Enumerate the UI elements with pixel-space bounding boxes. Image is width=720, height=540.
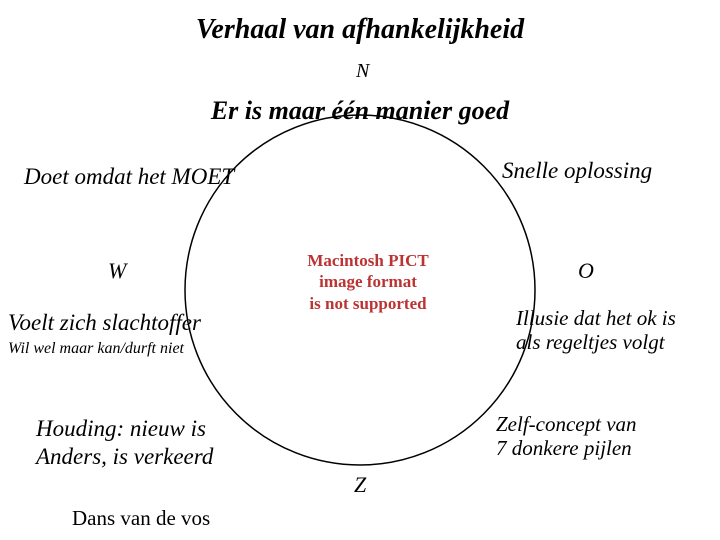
- label-nw: Doet omdat het MOET: [24, 164, 234, 190]
- pict-line1: Macintosh PICT: [298, 250, 438, 271]
- compass-o: O: [578, 258, 594, 284]
- compass-w: W: [108, 258, 126, 284]
- pict-placeholder: Macintosh PICT image format is not suppo…: [298, 250, 438, 314]
- label-se-line1: Zelf-concept van: [496, 412, 637, 437]
- compass-z: Z: [354, 472, 366, 498]
- label-e-line2: als regeltjes volgt: [516, 330, 665, 355]
- label-sw-line2: Anders, is verkeerd: [36, 444, 213, 470]
- label-se-line2: 7 donkere pijlen: [496, 436, 632, 461]
- label-w-sub: Wil wel maar kan/durft niet: [8, 340, 184, 358]
- footer-label: Dans van de vos: [72, 506, 210, 531]
- page-title: Verhaal van afhankelijkheid: [0, 14, 720, 46]
- page-subtitle: Er is maar één manier goed: [0, 96, 720, 126]
- pict-line3: is not supported: [298, 293, 438, 314]
- label-sw-line1: Houding: nieuw is: [36, 416, 206, 442]
- label-e-line1: Illusie dat het ok is: [516, 306, 676, 331]
- compass-n: N: [356, 60, 369, 83]
- label-w-main: Voelt zich slachtoffer: [8, 310, 201, 336]
- label-ne: Snelle oplossing: [502, 158, 652, 184]
- pict-line2: image format: [298, 271, 438, 292]
